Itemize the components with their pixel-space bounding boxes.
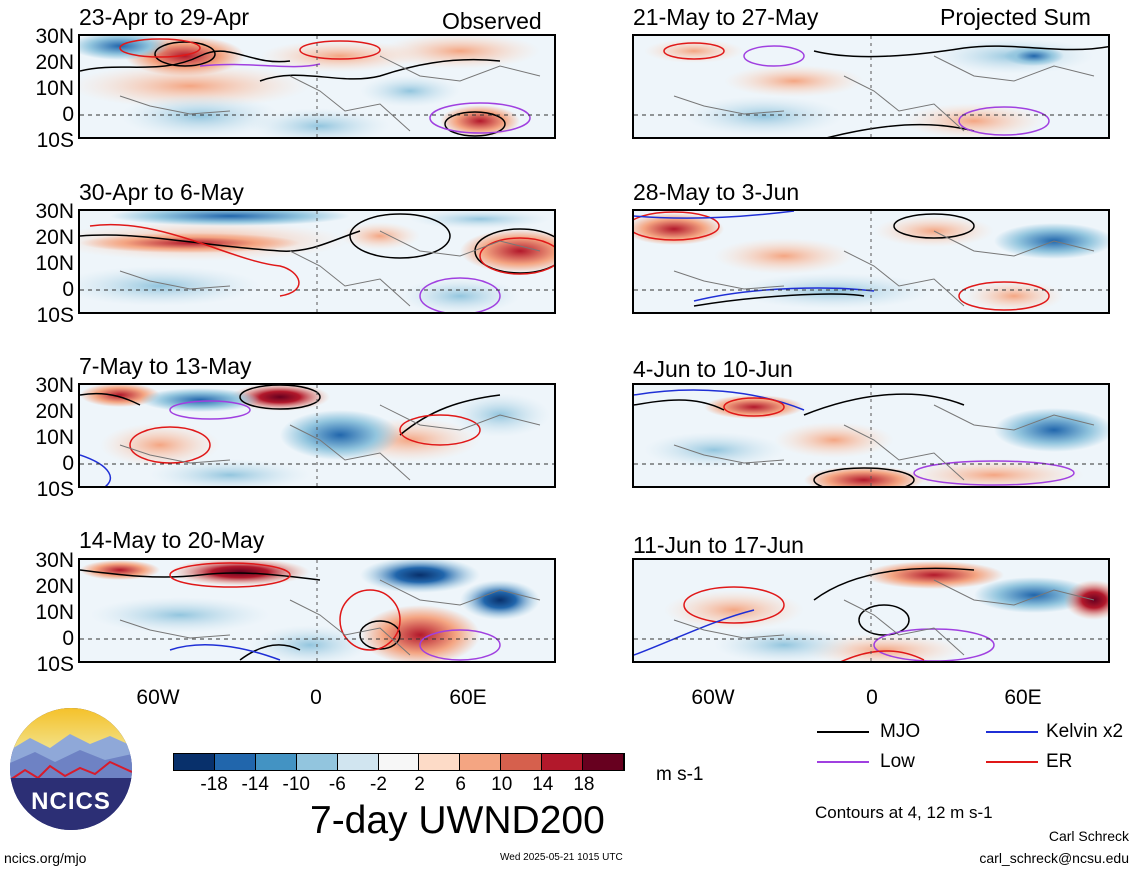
panel-title: 4-Jun to 10-Jun <box>633 356 793 382</box>
colorbar-label: -18 <box>200 774 228 795</box>
lat-label: 0 <box>62 103 74 126</box>
projected-sum-label: Projected Sum <box>940 4 1091 30</box>
colorbar-swatch <box>460 754 502 770</box>
panel-title: 28-May to 3-Jun <box>633 179 800 205</box>
contour-note: Contours at 4, 12 m s-1 <box>815 803 993 822</box>
colorbar-label: -10 <box>282 774 310 795</box>
lon-label-60e: 60E <box>1004 686 1042 709</box>
lat-label: 20N <box>35 51 74 74</box>
map-panel-right-4 <box>632 558 1110 663</box>
main-title: 7-day UWND200 <box>310 799 605 842</box>
legend-label-low: Low <box>880 751 915 772</box>
footer-url: ncics.org/mjo <box>4 850 87 866</box>
map-fill <box>80 385 554 486</box>
logo-text: NCICS <box>31 788 111 815</box>
legend-line-kelvin <box>986 731 1038 733</box>
colorbar-label: -14 <box>241 774 269 795</box>
map-fill <box>634 36 1108 137</box>
lat-label: 10S <box>36 304 74 327</box>
colorbar-label: 6 <box>455 774 466 795</box>
logo-graphic <box>10 708 132 830</box>
lat-label: 0 <box>62 452 74 475</box>
colorbar-swatch <box>583 754 624 770</box>
lat-label: 10N <box>35 426 74 449</box>
lat-label: 10N <box>35 252 74 275</box>
map-fill <box>80 211 554 312</box>
lat-label: 20N <box>35 226 74 249</box>
lat-label: 10N <box>35 77 74 100</box>
lat-label: 10S <box>36 129 74 152</box>
footer-author: Carl Schreck <box>1048 828 1129 844</box>
map-panel-left-2 <box>78 209 556 314</box>
colorbar-label: -2 <box>370 774 387 795</box>
lon-label-60w: 60W <box>691 686 735 709</box>
footer-timestamp: Wed 2025-05-21 1015 UTC <box>500 852 623 863</box>
map-panel-right-1 <box>632 34 1110 139</box>
lat-label: 10S <box>36 478 74 501</box>
legend-label-mjo: MJO <box>880 721 921 742</box>
colorbar-label: 2 <box>414 774 425 795</box>
legend-line-er <box>986 761 1038 763</box>
lat-label: 30N <box>35 549 74 572</box>
map-fill <box>80 560 554 661</box>
lon-label-0: 0 <box>310 686 322 709</box>
lat-label: 30N <box>35 374 74 397</box>
colorbar-label: 10 <box>491 774 513 795</box>
map-panel-left-1 <box>78 34 556 139</box>
legend-line-mjo <box>817 731 869 733</box>
panel-title: 30-Apr to 6-May <box>79 179 244 205</box>
map-panel-right-2 <box>632 209 1110 314</box>
colorbar-swatch <box>214 754 256 770</box>
lat-label: 10S <box>36 653 74 676</box>
panel-title: 21-May to 27-May <box>633 4 819 30</box>
lat-label: 30N <box>35 200 74 223</box>
panel-title: 11-Jun to 17-Jun <box>633 532 804 558</box>
map-panel-right-3 <box>632 383 1110 488</box>
lat-label: 30N <box>35 25 74 48</box>
colorbar-swatch <box>174 754 215 770</box>
lat-label: 10N <box>35 601 74 624</box>
lon-label-0: 0 <box>866 686 878 709</box>
map-panel-left-3 <box>78 383 556 488</box>
legend-label-kelvin: Kelvin x2 <box>1046 721 1124 742</box>
colorbar-swatch <box>542 754 584 770</box>
colorbar-swatch <box>255 754 297 770</box>
map-fill <box>634 560 1108 661</box>
map-panel-left-4 <box>78 558 556 663</box>
ncics-logo: NCICS <box>10 708 132 830</box>
panel-title: 14-May to 20-May <box>79 527 265 553</box>
legend-label-er: ER <box>1046 751 1073 772</box>
colorbar-swatch <box>501 754 543 770</box>
colorbar-swatch <box>419 754 461 770</box>
observed-label: Observed <box>442 8 542 34</box>
lat-label: 0 <box>62 627 74 650</box>
panel-title: 7-May to 13-May <box>79 353 252 379</box>
colorbar-swatch <box>296 754 338 770</box>
lat-label: 20N <box>35 575 74 598</box>
colorbar-swatch <box>378 754 420 770</box>
colorbar-swatch <box>337 754 379 770</box>
lat-label: 20N <box>35 400 74 423</box>
map-fill <box>634 211 1108 312</box>
map-fill <box>80 36 554 137</box>
map-fill <box>634 385 1108 486</box>
panel-title: 23-Apr to 29-Apr <box>79 4 250 30</box>
colorbar <box>173 753 625 771</box>
colorbar-label: 18 <box>573 774 595 795</box>
lon-label-60w: 60W <box>136 686 180 709</box>
footer-email: carl_schreck@ncsu.edu <box>979 850 1129 866</box>
lon-label-60e: 60E <box>449 686 487 709</box>
lat-label: 0 <box>62 278 74 301</box>
colorbar-label: -6 <box>328 774 346 795</box>
legend-line-low <box>817 761 869 763</box>
colorbar-unit: m s-1 <box>656 764 704 785</box>
colorbar-label: 14 <box>532 774 554 795</box>
